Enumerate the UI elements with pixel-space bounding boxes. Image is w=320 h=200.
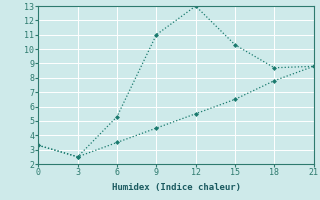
X-axis label: Humidex (Indice chaleur): Humidex (Indice chaleur) xyxy=(111,183,241,192)
